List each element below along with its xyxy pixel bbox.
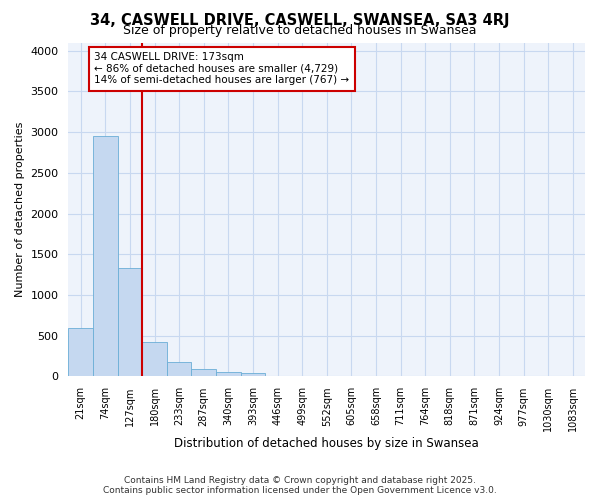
Bar <box>167 362 191 376</box>
Text: Size of property relative to detached houses in Swansea: Size of property relative to detached ho… <box>123 24 477 37</box>
Text: 34 CASWELL DRIVE: 173sqm
← 86% of detached houses are smaller (4,729)
14% of sem: 34 CASWELL DRIVE: 173sqm ← 86% of detach… <box>94 52 349 86</box>
Bar <box>216 372 241 376</box>
Bar <box>118 268 142 376</box>
X-axis label: Distribution of detached houses by size in Swansea: Distribution of detached houses by size … <box>175 437 479 450</box>
Bar <box>142 342 167 376</box>
Bar <box>241 373 265 376</box>
Text: 34, CASWELL DRIVE, CASWELL, SWANSEA, SA3 4RJ: 34, CASWELL DRIVE, CASWELL, SWANSEA, SA3… <box>90 12 510 28</box>
Bar <box>93 136 118 376</box>
Bar <box>68 328 93 376</box>
Bar <box>191 369 216 376</box>
Text: Contains HM Land Registry data © Crown copyright and database right 2025.
Contai: Contains HM Land Registry data © Crown c… <box>103 476 497 495</box>
Y-axis label: Number of detached properties: Number of detached properties <box>15 122 25 297</box>
